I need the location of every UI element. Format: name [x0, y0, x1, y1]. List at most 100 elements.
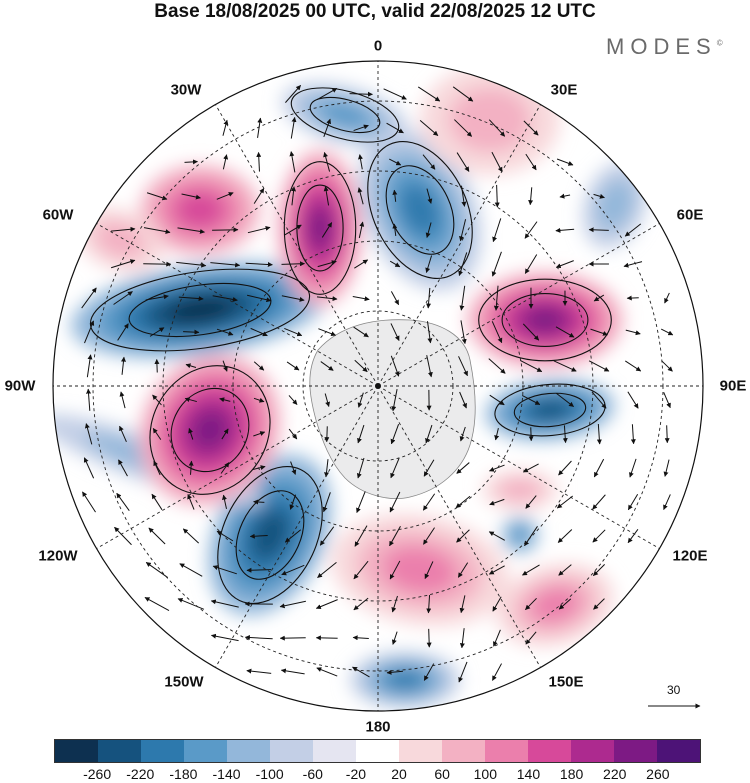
anomaly-patch [497, 478, 543, 502]
contour-line [513, 392, 587, 428]
wind-vector-arrow [316, 667, 338, 677]
wind-vector-arrow [183, 329, 200, 335]
wind-vector-arrow [391, 595, 398, 613]
wind-vector-arrow [154, 358, 160, 373]
colorbar-swatch [270, 740, 313, 762]
wind-vector-arrow [284, 529, 302, 543]
wind-vector-arrow [457, 562, 469, 578]
anomaly-patch [509, 524, 531, 546]
wind-vector-arrow [627, 494, 639, 511]
wind-vector-arrow [216, 328, 234, 336]
anomaly-patch [524, 307, 566, 333]
contour-line [309, 96, 381, 134]
wind-vector-arrow [390, 424, 400, 445]
wind-vector-arrow [528, 427, 534, 442]
wind-vector-arrow [322, 492, 331, 513]
wind-vector-arrow [281, 564, 305, 576]
meridian-line [215, 385, 379, 668]
wind-vector-arrow [556, 392, 574, 408]
meridian-line [377, 223, 660, 387]
wind-vector-arrow [246, 567, 272, 573]
contour-line [385, 165, 455, 255]
wind-vector-arrow [389, 491, 401, 513]
wind-vector-arrow [148, 527, 166, 545]
wind-vector-arrow [145, 294, 169, 301]
wind-vector-arrow [390, 457, 400, 479]
wind-vector-arrow [356, 491, 366, 514]
anomaly-patch [191, 410, 229, 450]
wind-vector-arrow [423, 527, 435, 545]
wind-vector-arrow [520, 359, 543, 373]
wind-vector-arrow [82, 491, 96, 513]
wind-vector-arrow [460, 320, 467, 345]
latitude-circle [162, 170, 594, 602]
colorbar-swatch [227, 740, 270, 762]
lon-label-60e: 60E [676, 206, 704, 224]
wind-vector-arrow [456, 462, 470, 474]
wind-vector-arrow [182, 528, 200, 544]
contour-line [494, 383, 606, 437]
reference-vector-label: 30 [667, 683, 681, 697]
anomaly-patch [166, 297, 234, 323]
colorbar [54, 739, 701, 763]
wind-vector-arrow [143, 261, 172, 267]
wind-vector-arrow [391, 389, 398, 412]
wind-vector-arrow [489, 498, 505, 506]
wind-vector-arrow [244, 635, 273, 640]
wind-vector-arrow [458, 661, 468, 683]
wind-vector-arrow [625, 329, 641, 336]
wind-vector-arrow [663, 459, 670, 477]
wind-vector-arrow [289, 494, 297, 510]
wind-vector-arrow [660, 328, 674, 336]
colorbar-swatch [657, 740, 700, 762]
colorbar-tick-label: 180 [559, 766, 584, 782]
wind-vector-arrow [151, 493, 163, 511]
wind-vector-arrow [144, 596, 170, 612]
colorbar-tick-label: -180 [169, 766, 198, 782]
wind-vector-arrow [389, 260, 401, 268]
lon-label-150e: 150E [548, 673, 584, 691]
colorbar-swatch [485, 740, 528, 762]
wind-vector-arrow [357, 392, 364, 408]
wind-vector-arrow [315, 635, 338, 641]
colorbar-tick-label: -220 [126, 766, 155, 782]
wind-vector-arrow [316, 296, 338, 302]
wind-vector-arrow [593, 563, 605, 577]
latitude-circle [232, 240, 524, 532]
wind-vector-arrow [291, 186, 297, 206]
wind-vector-arrow [222, 119, 229, 136]
anomaly-patch [318, 101, 372, 129]
wind-vector-arrow [188, 427, 194, 440]
wind-vector-arrow [354, 525, 368, 547]
colorbar-tick-label: -140 [212, 766, 241, 782]
wind-vector-arrow [555, 260, 574, 269]
meridian-line [96, 223, 379, 387]
wind-vector-arrow [592, 494, 606, 510]
wind-vector-arrow [317, 562, 337, 578]
meridian-line [96, 385, 379, 549]
anomaly-patch [175, 191, 225, 229]
lon-label-90w: 90W [4, 377, 36, 395]
wind-vector-arrow [559, 193, 571, 199]
wind-vector-arrow [553, 360, 577, 372]
wind-vector-arrow [246, 668, 272, 674]
wind-vector-arrow [245, 261, 273, 267]
wind-vector-arrow [279, 635, 306, 641]
contour-line [128, 282, 272, 338]
wind-vector-arrow [324, 459, 329, 478]
wind-vector-arrow [623, 261, 643, 268]
wind-vector-arrow [626, 295, 639, 301]
wind-vector-arrow [315, 599, 338, 609]
wind-vector-arrow [349, 91, 373, 97]
wind-vector-arrow [524, 221, 538, 239]
wind-vector-arrow [493, 629, 501, 647]
wind-vector-arrow [324, 426, 330, 443]
wind-vector-arrow [253, 361, 265, 371]
wind-vector-arrow [456, 529, 470, 543]
wind-vector-arrow [288, 395, 298, 405]
wind-vector-arrow [252, 465, 266, 471]
colorbar-tick-label: 60 [434, 766, 450, 782]
wind-vector-arrow [354, 359, 368, 373]
wind-vector-arrow [593, 193, 605, 199]
